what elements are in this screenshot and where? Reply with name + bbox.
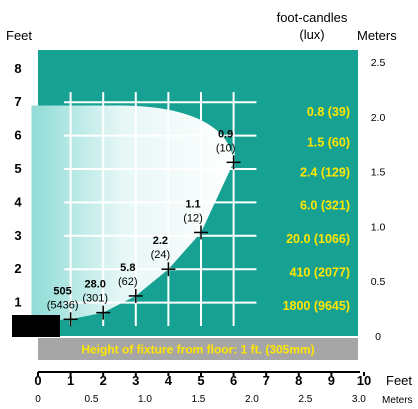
- isolux-level-label: 2.4 (129): [300, 165, 350, 179]
- x-feet-tick-label: 9: [328, 373, 335, 388]
- y-meter-tick-label: 2.5: [371, 57, 386, 69]
- x-feet-tick-label: 5: [197, 373, 204, 388]
- y-feet-tick-label: 4: [14, 194, 22, 209]
- x-feet-tick-label: 10: [357, 373, 371, 388]
- grid: [64, 92, 257, 326]
- x-feet-tick-label: 2: [100, 373, 107, 388]
- isolux-level-label: 20.0 (1066): [286, 232, 350, 246]
- y-meter-tick-label: 2.0: [371, 112, 386, 124]
- x-axis-feet-label: Feet: [386, 373, 412, 388]
- x-axis-meters-label: Meters: [382, 395, 413, 406]
- x-feet-tick-label: 7: [263, 373, 270, 388]
- header-right-label-line1: foot-candles: [277, 10, 348, 25]
- fixture-block: [12, 315, 60, 337]
- point-lux-label: (10): [216, 142, 236, 154]
- x-feet-tick-label: 0: [34, 373, 41, 388]
- isolux-level-label: 1.5 (60): [307, 135, 350, 149]
- point-fc-label: 5.8: [120, 262, 135, 274]
- x-meter-tick-label: 2.5: [298, 394, 312, 405]
- y-meter-tick-label: 0: [375, 331, 381, 343]
- x-feet-tick-label: 4: [165, 373, 173, 388]
- point-fc-label: 28.0: [84, 279, 105, 291]
- point-fc-label: 1.1: [185, 198, 200, 210]
- x-meter-tick-label: 0: [35, 394, 41, 405]
- point-lux-label: (5436): [47, 299, 79, 311]
- x-feet-tick-label: 1: [67, 373, 74, 388]
- isolux-levels: 0.8 (39) 1.5 (60) 2.4 (129) 6.0 (321) 20.0 (…: [283, 105, 350, 313]
- isolux-level-label: 410 (2077): [290, 266, 350, 280]
- footer-caption: Height of fixture from floor: 1 ft. (305…: [81, 343, 314, 357]
- y-feet-tick-label: 2: [14, 261, 21, 276]
- y-feet-tick-label: 8: [14, 61, 21, 76]
- x-meter-tick-label: 0.5: [85, 394, 99, 405]
- point-fc-label: 505: [53, 285, 71, 297]
- x-meter-tick-label: 1.5: [191, 394, 205, 405]
- x-feet-tick-label: 8: [295, 373, 302, 388]
- point-fc-label: 2.2: [153, 235, 168, 247]
- x-meter-tick-label: 2.0: [245, 394, 259, 405]
- point-lux-label: (12): [183, 212, 203, 224]
- y-meter-tick-label: 0.5: [371, 276, 386, 288]
- header-right-label-line2: (lux): [299, 27, 324, 42]
- x-feet-tick-label: 3: [132, 373, 139, 388]
- isolux-level-label: 0.8 (39): [307, 105, 350, 119]
- point-fc-label: 0.9: [218, 128, 233, 140]
- isolux-level-label: 6.0 (321): [300, 199, 350, 213]
- y-feet-tick-label: 1: [14, 295, 21, 310]
- header-left-unit: Feet: [6, 28, 32, 43]
- point-lux-label: (301): [82, 293, 108, 305]
- point-lux-label: (62): [118, 276, 138, 288]
- y-feet-tick-label: 6: [14, 128, 21, 143]
- point-lux-label: (24): [151, 249, 171, 261]
- x-feet-tick-label: 6: [230, 373, 237, 388]
- axes: 1 2 3 4 5 6 7 8 0 0.5 1.0 1.5 2.0 2.5 0 1 2 3 4 5 6 7 8 9 10 0 0.5…: [14, 57, 385, 405]
- light-beam-area: [31, 105, 234, 321]
- y-meter-tick-label: 1.0: [371, 221, 386, 233]
- y-feet-tick-label: 5: [14, 161, 21, 176]
- footer-bar: [38, 338, 358, 360]
- isolux-level-label: 1800 (9645): [283, 299, 350, 313]
- y-feet-tick-label: 3: [14, 228, 21, 243]
- x-meter-tick-label: 1.0: [138, 394, 152, 405]
- measurement-points: 505 (5436) 28.0 (301) 5.8 (62) 2.2 (24) 1.1 (12) 0…: [47, 128, 241, 327]
- y-feet-tick-label: 7: [14, 94, 21, 109]
- x-meter-tick-label: 3.0: [352, 394, 366, 405]
- header-right-unit: Meters: [357, 28, 397, 43]
- y-meter-tick-label: 1.5: [371, 167, 386, 179]
